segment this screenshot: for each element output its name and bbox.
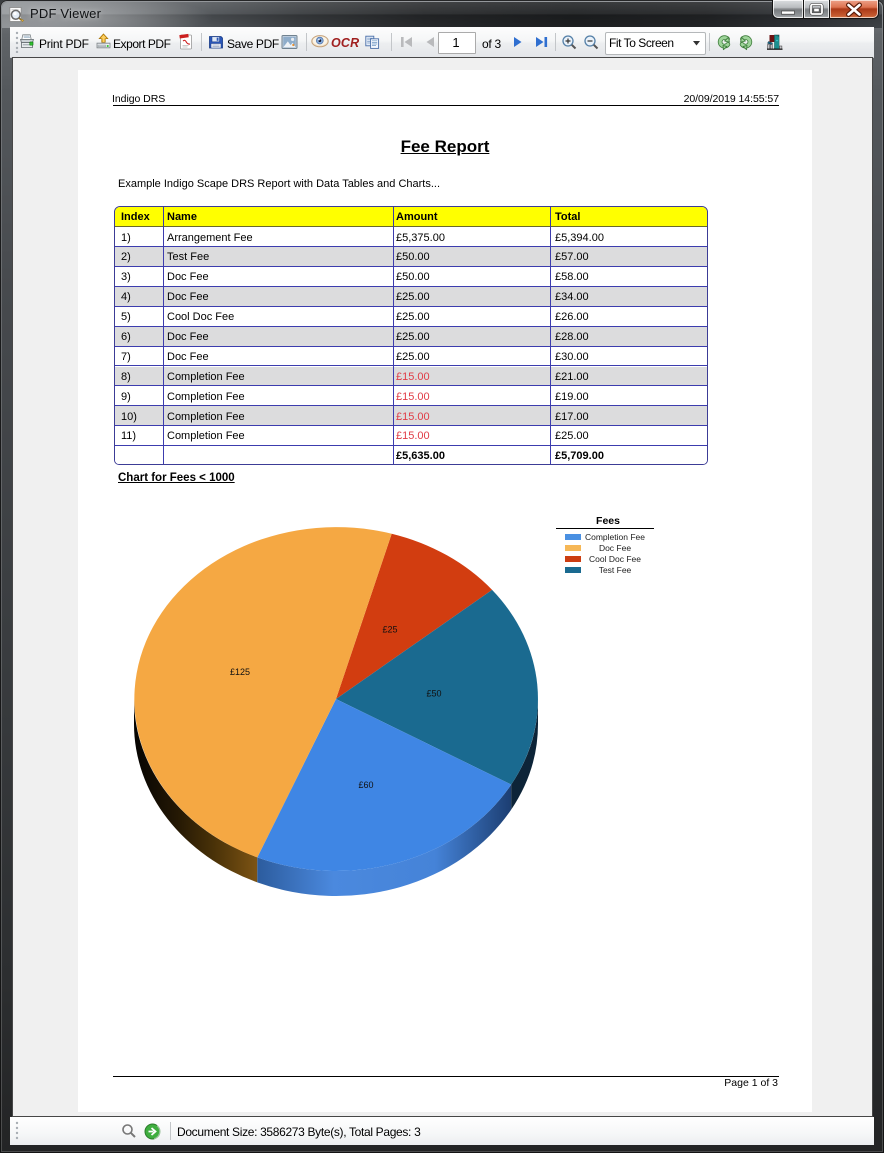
svg-text:£125: £125 (230, 667, 250, 677)
svg-text:£50: £50 (426, 689, 441, 699)
svg-text:£25: £25 (382, 625, 397, 635)
svg-text:£60: £60 (358, 780, 373, 790)
